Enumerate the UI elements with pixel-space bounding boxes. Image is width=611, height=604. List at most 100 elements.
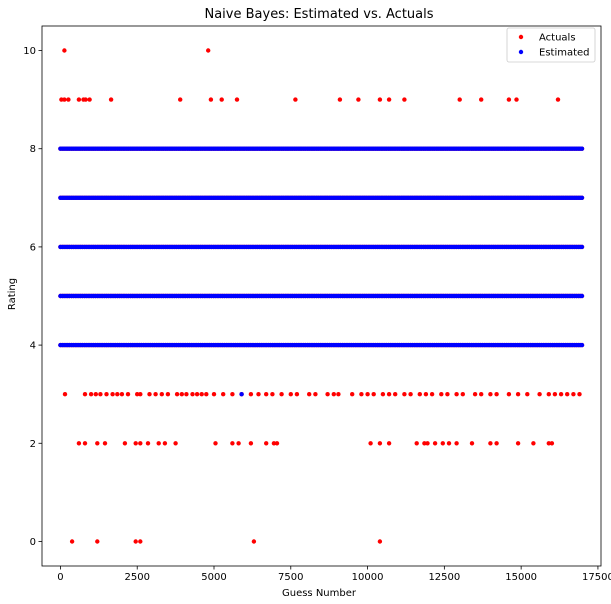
x-tick-label: 5000	[201, 572, 226, 583]
point	[62, 392, 68, 397]
point	[488, 392, 493, 397]
point	[230, 441, 235, 446]
point	[506, 97, 512, 102]
point	[76, 441, 82, 446]
series-band-estimated-8	[58, 146, 585, 151]
point	[488, 441, 493, 446]
point	[173, 441, 178, 446]
point	[211, 392, 217, 397]
point	[377, 97, 383, 102]
point	[579, 195, 585, 200]
point	[307, 392, 312, 397]
point	[386, 97, 392, 102]
point	[571, 392, 576, 397]
point	[515, 441, 521, 446]
point	[76, 97, 82, 102]
point	[552, 392, 558, 397]
y-tick-label: 2	[30, 439, 36, 450]
series-band-estimated-6	[58, 244, 585, 250]
legend-marker-actuals	[518, 34, 524, 40]
point	[156, 441, 161, 446]
point	[371, 392, 376, 397]
point	[531, 441, 536, 446]
point	[115, 392, 120, 397]
point	[402, 392, 407, 397]
point	[386, 392, 392, 397]
point	[145, 441, 151, 446]
point	[159, 392, 164, 397]
point	[446, 441, 452, 446]
point	[239, 392, 244, 397]
point	[194, 392, 200, 397]
point	[135, 392, 140, 397]
point	[350, 392, 355, 397]
point	[87, 97, 92, 102]
point	[494, 441, 499, 446]
point	[62, 48, 67, 53]
x-tick-label: 2500	[124, 572, 149, 583]
point	[264, 392, 269, 397]
point	[558, 392, 564, 397]
point	[579, 293, 585, 299]
point	[579, 342, 585, 348]
point	[147, 392, 152, 397]
point	[125, 392, 131, 397]
series-band-estimated-4	[58, 342, 585, 348]
legend-box	[506, 27, 596, 63]
point	[234, 97, 240, 102]
point	[479, 392, 484, 397]
point	[248, 441, 254, 446]
point	[133, 441, 138, 446]
point	[208, 97, 214, 102]
point	[454, 392, 459, 397]
point	[377, 539, 383, 544]
point	[122, 441, 128, 446]
point	[337, 97, 343, 102]
point	[174, 392, 180, 397]
axes-layer: 0 2500 5000 7500 10000 12500 15000 17500 0 2 4 6 8 10	[23, 25, 611, 583]
point	[380, 392, 386, 397]
point	[66, 97, 71, 102]
point	[271, 441, 277, 446]
point	[219, 97, 224, 102]
point	[515, 392, 521, 397]
point	[83, 97, 88, 102]
point	[279, 392, 284, 397]
point	[469, 441, 475, 446]
point	[479, 97, 484, 102]
point	[264, 441, 269, 446]
series-band-estimated-7	[58, 195, 585, 200]
point	[429, 392, 435, 397]
x-tick-label: 12500	[428, 572, 460, 583]
point	[133, 539, 138, 544]
point	[110, 392, 115, 397]
point	[138, 441, 143, 446]
legend-label-estimated: Estimated	[539, 48, 590, 59]
point	[294, 392, 300, 397]
point	[423, 392, 429, 397]
legend-marker-estimated	[518, 49, 524, 55]
point	[293, 97, 298, 102]
point	[313, 392, 318, 397]
y-tick-label: 4	[30, 341, 36, 352]
point	[190, 392, 195, 397]
point	[425, 441, 430, 446]
point	[162, 441, 168, 446]
point	[454, 441, 459, 446]
point	[102, 441, 108, 446]
point	[336, 392, 341, 397]
point	[88, 392, 94, 397]
plot-frame	[41, 25, 602, 567]
point	[440, 441, 445, 446]
point	[414, 441, 419, 446]
y-axis-label: Rating	[7, 278, 18, 310]
point	[579, 146, 585, 151]
y-tick-label: 0	[30, 537, 36, 548]
point	[179, 392, 184, 397]
point	[331, 392, 336, 397]
point	[365, 392, 370, 397]
point	[472, 392, 478, 397]
point	[82, 441, 88, 446]
point	[98, 392, 103, 397]
